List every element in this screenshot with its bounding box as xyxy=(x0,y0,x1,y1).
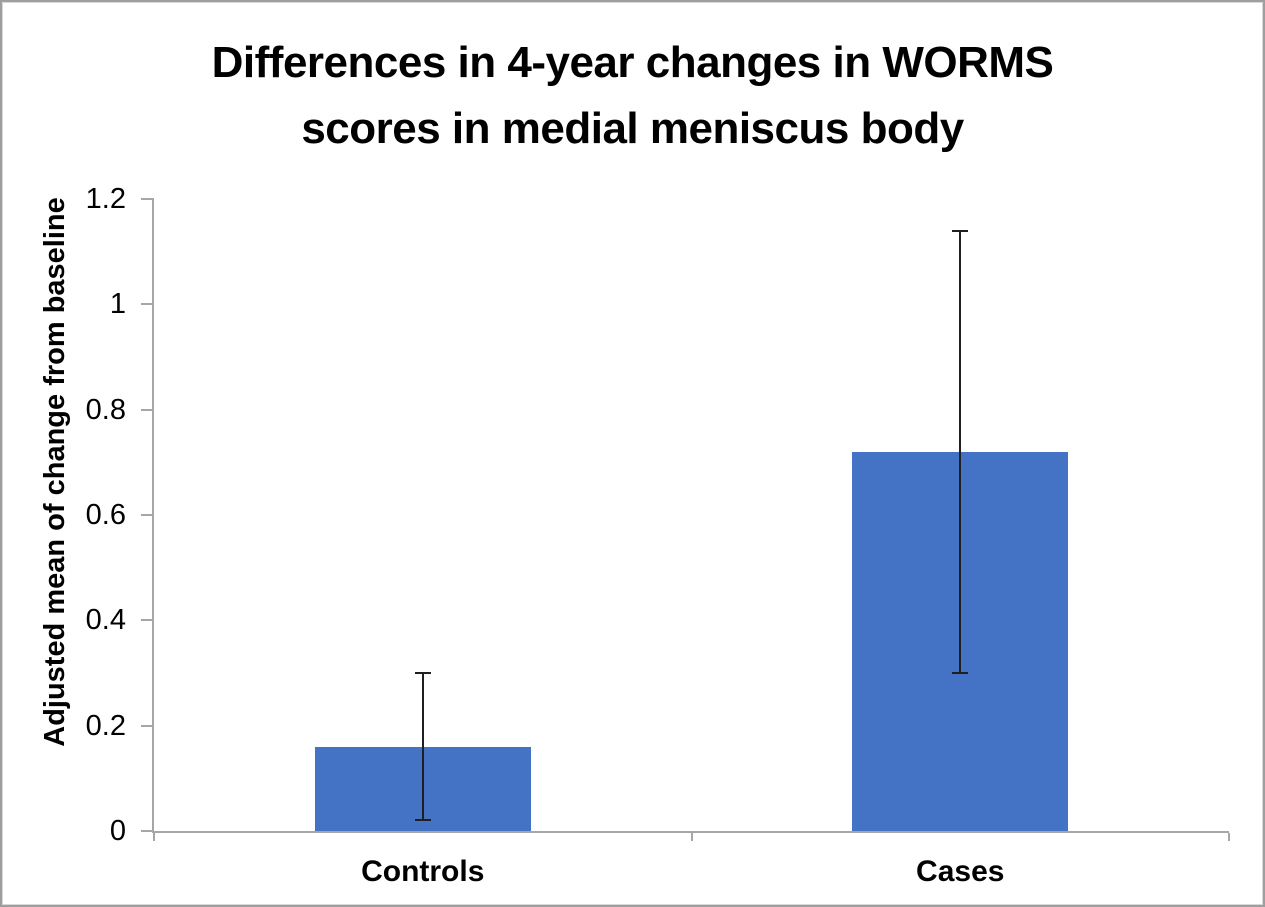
chart-title-line-1: Differences in 4-year changes in WORMS xyxy=(211,38,1054,87)
y-axis-tick-mark xyxy=(141,408,154,411)
y-axis-tick-label: 0.8 xyxy=(85,393,126,426)
error-bar-cap-top xyxy=(952,229,969,232)
y-axis-tick-mark xyxy=(141,724,154,727)
error-bar-cap-bottom xyxy=(952,672,969,674)
y-axis-tick-label: 0.4 xyxy=(85,604,126,637)
y-axis-tick-label: 0.2 xyxy=(85,709,126,742)
x-axis-tick-mark xyxy=(690,833,693,841)
y-axis-tick-mark xyxy=(141,198,154,200)
plot-area: 0 0.2 0.4 0.6 0.8 1 1.2 Controls Cases xyxy=(86,183,1230,888)
error-bar-controls xyxy=(421,673,424,821)
category-label-cases: Cases xyxy=(916,855,1005,888)
category-label-controls: Controls xyxy=(361,855,485,888)
error-bar-cap-bottom xyxy=(414,819,431,822)
x-axis-tick-mark xyxy=(1228,833,1230,841)
y-axis-tick-label: 1 xyxy=(109,288,126,321)
y-axis-tick-label: 1.2 xyxy=(85,183,126,215)
chart-title: Differences in 4-year changes in WORMS s… xyxy=(2,30,1263,162)
x-axis-tick-mark xyxy=(153,833,155,841)
error-bar-cases xyxy=(959,230,962,673)
y-axis-line xyxy=(152,199,154,831)
y-axis-tick-mark xyxy=(141,514,154,516)
error-bar-cap-top xyxy=(414,672,431,674)
y-axis-tick-label: 0 xyxy=(109,815,126,847)
y-axis-tick-mark xyxy=(141,619,154,622)
x-axis-line xyxy=(152,831,1229,833)
chart-title-line-2: scores in medial meniscus body xyxy=(301,104,964,153)
y-axis-tick-label: 0.6 xyxy=(85,499,126,531)
y-axis-tick-mark xyxy=(141,830,154,832)
y-axis-tick-mark xyxy=(141,303,154,306)
